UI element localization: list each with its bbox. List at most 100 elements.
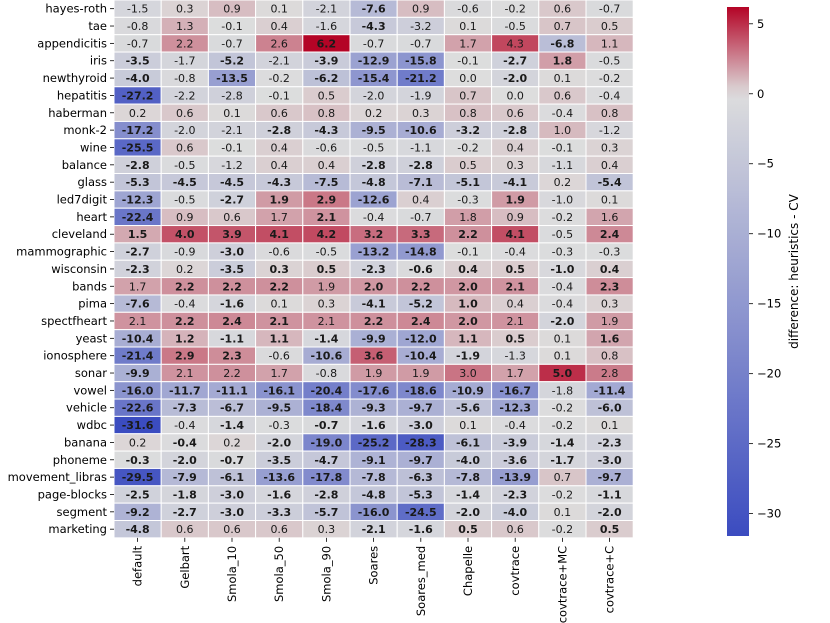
cell-value-label: -1.4 bbox=[314, 332, 338, 345]
cell-value-label: -7.3 bbox=[173, 402, 197, 415]
row-label: movement_libras bbox=[8, 470, 107, 484]
cell-value-label: -2.8 bbox=[503, 124, 527, 137]
cell-value-label: 3.3 bbox=[411, 228, 431, 241]
cell-value-label: -2.3 bbox=[503, 488, 527, 501]
cell-value-label: -2.8 bbox=[362, 159, 386, 172]
row-label: haberman bbox=[48, 106, 107, 120]
column-label: Smola_10 bbox=[225, 546, 239, 602]
cell-value-label: 2.6 bbox=[270, 37, 288, 50]
cell-value-label: 1.5 bbox=[128, 228, 148, 241]
cell-value-label: -1.6 bbox=[316, 20, 337, 33]
cell-value-label: -1.4 bbox=[220, 419, 244, 432]
cell-value-label: -9.7 bbox=[598, 471, 622, 484]
cell-value-label: -3.2 bbox=[410, 20, 431, 33]
cell-value-label: 1.9 bbox=[269, 194, 289, 207]
cell-value-label: -2.0 bbox=[173, 454, 197, 467]
column-label: Smola_50 bbox=[272, 546, 286, 602]
cell-value-label: 4.3 bbox=[506, 37, 524, 50]
cell-value-label: 0.8 bbox=[601, 107, 619, 120]
cell-value-label: -9.5 bbox=[362, 124, 386, 137]
cell-value-label: -6.2 bbox=[314, 72, 338, 85]
cell-value-label: -16.1 bbox=[263, 384, 295, 397]
cell-value-label: 3.0 bbox=[459, 367, 477, 380]
cell-value-label: 0.2 bbox=[129, 436, 147, 449]
cell-value-label: 2.9 bbox=[175, 350, 195, 363]
cell-value-label: -0.1 bbox=[221, 20, 242, 33]
cell-value-label: -29.5 bbox=[122, 471, 154, 484]
cell-value-label: -0.4 bbox=[599, 89, 620, 102]
cell-value-label: -0.2 bbox=[552, 488, 573, 501]
colorbar-tick-label: −30 bbox=[757, 507, 781, 521]
cell-value-label: -0.4 bbox=[552, 107, 573, 120]
colorbar-label: difference: heuristics - CV bbox=[787, 193, 801, 348]
cell-value-label: -2.8 bbox=[126, 159, 150, 172]
cell-value-label: -0.1 bbox=[457, 246, 478, 259]
cell-value-label: -1.3 bbox=[504, 350, 525, 363]
row-label: led7digit bbox=[57, 193, 108, 207]
cell-value-label: 0.9 bbox=[412, 3, 430, 16]
cell-value-label: -0.7 bbox=[410, 211, 431, 224]
cell-value-label: -2.0 bbox=[550, 315, 574, 328]
cell-value-label: -5.6 bbox=[456, 402, 480, 415]
cell-value-label: 0.0 bbox=[459, 72, 477, 85]
cell-value-label: -12.6 bbox=[358, 194, 390, 207]
cell-value-label: 0.6 bbox=[270, 107, 288, 120]
cell-value-label: -2.8 bbox=[267, 124, 291, 137]
cell-value-label: -17.6 bbox=[358, 384, 390, 397]
cell-value-label: 2.3 bbox=[600, 280, 620, 293]
cell-value-label: -0.6 bbox=[316, 141, 337, 154]
cell-value-label: -0.4 bbox=[363, 211, 384, 224]
cell-value-label: -3.0 bbox=[598, 454, 622, 467]
cell-value-label: -0.7 bbox=[220, 454, 244, 467]
cell-value-label: -1.6 bbox=[409, 523, 433, 536]
cell-value-label: 0.2 bbox=[223, 436, 241, 449]
cell-value-label: 0.1 bbox=[554, 332, 572, 345]
cell-value-label: -4.8 bbox=[126, 523, 150, 536]
cell-value-label: 2.2 bbox=[411, 280, 431, 293]
cell-value-label: -7.6 bbox=[362, 3, 386, 16]
cell-value-label: 2.4 bbox=[411, 315, 431, 328]
row-label: sonar bbox=[75, 366, 107, 380]
cell-value-label: 2.1 bbox=[176, 367, 194, 380]
cell-value-label: -3.0 bbox=[220, 488, 244, 501]
cell-value-label: 1.7 bbox=[129, 280, 147, 293]
cell-value-label: -9.7 bbox=[409, 454, 433, 467]
cell-value-label: 0.7 bbox=[554, 20, 572, 33]
cell-value-label: -4.0 bbox=[503, 506, 527, 519]
cell-value-label: -4.1 bbox=[503, 176, 527, 189]
cell-value-label: 0.6 bbox=[176, 141, 194, 154]
row-label: marketing bbox=[48, 522, 107, 536]
cell-value-label: -6.1 bbox=[220, 471, 244, 484]
row-label: hepatitis bbox=[57, 88, 107, 102]
cell-value-label: -11.1 bbox=[216, 384, 248, 397]
cell-value-label: 2.9 bbox=[317, 194, 337, 207]
cell-value-label: 0.5 bbox=[600, 523, 620, 536]
cell-value-label: -25.2 bbox=[358, 436, 390, 449]
cell-value-label: 4.0 bbox=[175, 228, 195, 241]
row-label: page-blocks bbox=[38, 487, 107, 501]
cell-value-label: -7.5 bbox=[314, 176, 338, 189]
row-label: bands bbox=[72, 279, 107, 293]
cell-value-label: -0.7 bbox=[127, 37, 148, 50]
row-label: wdbc bbox=[77, 418, 107, 432]
cell-value-label: -18.4 bbox=[311, 402, 343, 415]
cell-value-label: 0.6 bbox=[223, 523, 241, 536]
cell-value-label: -0.5 bbox=[174, 159, 195, 172]
cell-value-label: 1.9 bbox=[318, 280, 336, 293]
cell-value-label: -0.7 bbox=[599, 3, 620, 16]
row-label: heart bbox=[76, 210, 107, 224]
cell-value-label: -1.7 bbox=[174, 55, 195, 68]
cell-value-label: 0.2 bbox=[176, 263, 194, 276]
cell-value-label: 0.9 bbox=[176, 211, 194, 224]
cell-value-label: -4.3 bbox=[267, 176, 291, 189]
cell-value-label: -0.5 bbox=[316, 246, 337, 259]
cell-value-label: 1.9 bbox=[365, 367, 383, 380]
cell-value-label: -9.1 bbox=[362, 454, 386, 467]
column-label: covtrace bbox=[508, 546, 522, 596]
cell-value-label: 0.9 bbox=[506, 211, 524, 224]
row-label: appendicitis bbox=[37, 36, 107, 50]
cell-value-label: -22.4 bbox=[122, 211, 154, 224]
cell-value-label: 1.9 bbox=[601, 315, 619, 328]
cell-value-label: 1.0 bbox=[458, 298, 478, 311]
cell-value-label: 4.1 bbox=[505, 228, 525, 241]
